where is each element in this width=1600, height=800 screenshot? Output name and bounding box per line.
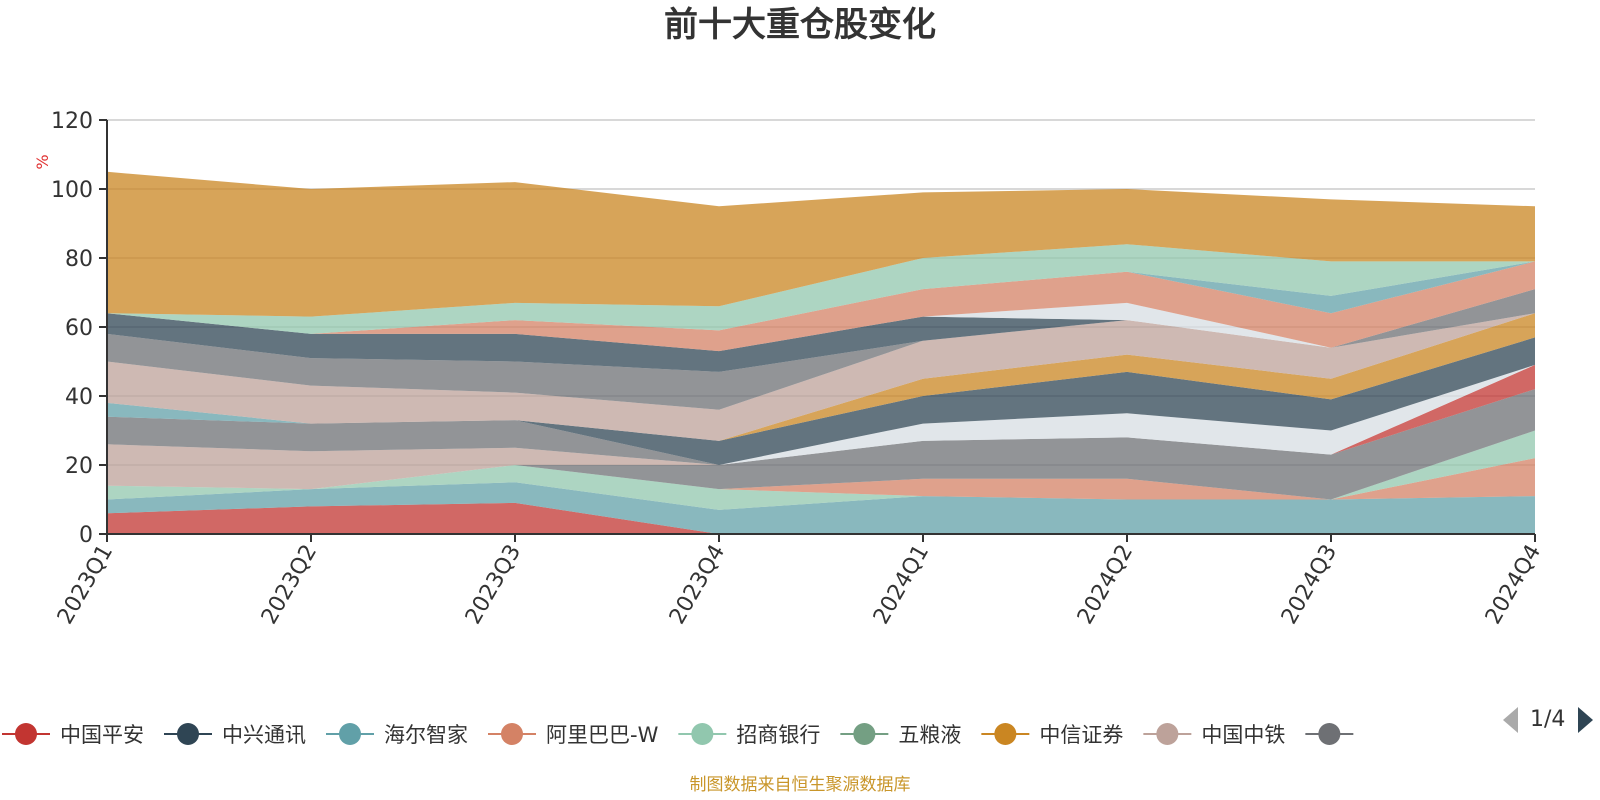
legend-item[interactable]: 五粮液	[840, 723, 961, 747]
x-tick-label: 2024Q3	[1277, 541, 1342, 629]
area-series-22[interactable]	[107, 171, 1535, 317]
legend-marker-icon	[691, 723, 714, 745]
pager-prev-icon[interactable]	[1503, 707, 1518, 733]
area-series-15[interactable]	[107, 313, 1535, 441]
legend-item[interactable]: 中国中铁	[1143, 723, 1285, 747]
x-tick-label: 2024Q2	[1073, 541, 1138, 629]
legend-item[interactable]: 中信证券	[981, 723, 1123, 747]
x-tick-label: 2023Q1	[53, 541, 118, 629]
pager-page-indicator: 1/4	[1530, 707, 1565, 732]
area-series-14[interactable]	[107, 313, 1535, 441]
legend-marker-icon	[339, 723, 361, 745]
legend-item[interactable]	[1305, 723, 1354, 745]
y-tick-label: 20	[65, 454, 93, 479]
legend-marker-icon	[1318, 723, 1341, 745]
area-series-17[interactable]	[107, 289, 1535, 372]
y-tick-label: 120	[51, 109, 93, 134]
legend: 中国平安 中兴通讯 海尔智家 阿里巴巴-W 招商银行 五粮液 中信证券 中国中铁	[2, 723, 1354, 747]
area-series-16[interactable]	[107, 289, 1535, 410]
legend-label: 招商银行	[736, 723, 820, 747]
legend-label: 中国中铁	[1201, 723, 1285, 747]
data-source-note: 制图数据来自恒生聚源数据库	[690, 775, 911, 795]
area-series-1[interactable]	[107, 502, 1535, 534]
area-series-2[interactable]	[107, 482, 1535, 534]
legend-item[interactable]: 招商银行	[678, 723, 820, 747]
legend-item[interactable]: 中国平安	[2, 723, 144, 747]
legend-item[interactable]: 海尔智家	[326, 723, 468, 747]
legend-item[interactable]: 阿里巴巴-W	[488, 723, 659, 747]
area-series-19[interactable]	[107, 261, 1535, 352]
legend-marker-icon	[15, 723, 37, 745]
y-tick-label: 80	[65, 247, 93, 272]
legend-label: 中信证券	[1039, 723, 1123, 747]
area-series-3[interactable]	[107, 465, 1535, 510]
x-tick-label: 2024Q4	[1481, 541, 1546, 629]
chart-title: 前十大重仓股变化	[664, 5, 936, 45]
area-series-4[interactable]	[107, 458, 1535, 500]
area-series-7[interactable]	[107, 389, 1535, 490]
area-series-21[interactable]	[107, 244, 1535, 334]
legend-marker-icon	[853, 723, 876, 745]
x-tick-label: 2024Q1	[869, 541, 934, 629]
area-series-group	[107, 171, 1535, 534]
x-tick-label: 2023Q4	[665, 541, 730, 629]
y-tick-label: 0	[79, 523, 93, 548]
area-series-12[interactable]	[107, 337, 1535, 465]
y-tick-label: 100	[51, 178, 93, 203]
legend-marker-icon	[501, 723, 523, 745]
area-series-6[interactable]	[107, 389, 1535, 500]
area-series-8[interactable]	[107, 389, 1535, 465]
legend-item[interactable]: 中兴通讯	[164, 723, 306, 747]
legend-label: 阿里巴巴-W	[546, 723, 659, 747]
area-series-11[interactable]	[107, 364, 1535, 465]
legend-label: 中国平安	[60, 723, 144, 747]
x-tick-label: 2023Q3	[461, 541, 526, 629]
legend-pager: 1/4	[1503, 707, 1593, 733]
y-axis-unit: %	[33, 154, 52, 169]
legend-label: 五粮液	[898, 723, 961, 747]
y-tick-label: 40	[65, 385, 93, 410]
area-series-20[interactable]	[107, 261, 1535, 334]
pager-next-icon[interactable]	[1578, 707, 1593, 733]
legend-marker-icon	[177, 723, 199, 745]
y-tick-label: 60	[65, 316, 93, 341]
legend-label: 海尔智家	[384, 723, 468, 747]
x-tick-label: 2023Q2	[257, 541, 322, 629]
legend-marker-icon	[1156, 723, 1179, 745]
legend-label: 中兴通讯	[222, 723, 306, 747]
legend-marker-icon	[994, 723, 1017, 745]
